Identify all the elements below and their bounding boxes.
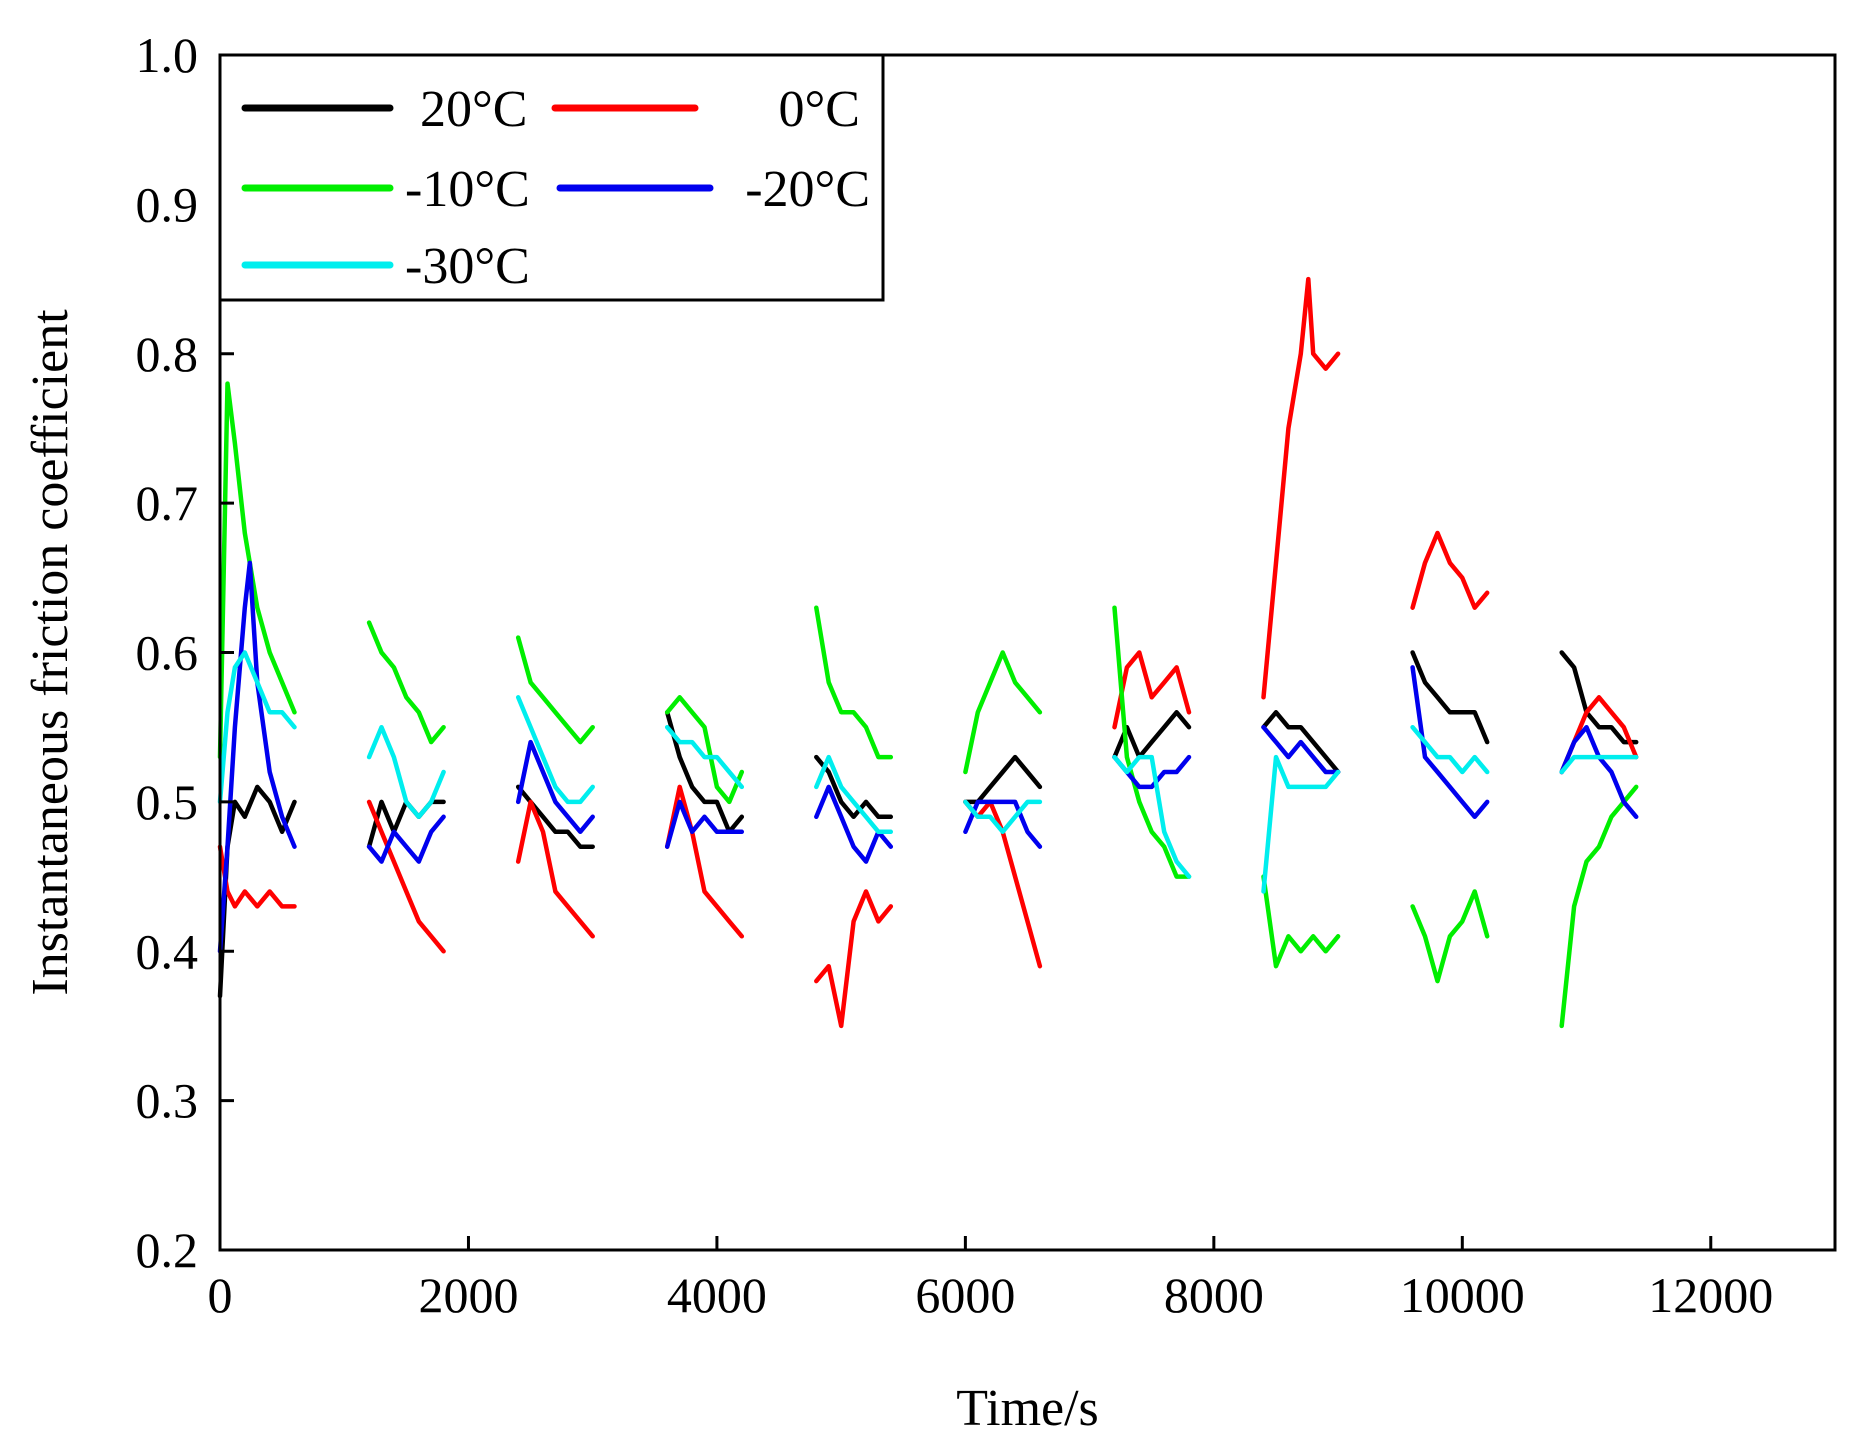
series-5-segment-2 — [366, 724, 446, 820]
ticks-layer: 0 2000 4000 6000 8000 10000 12000 0.2 0.3 0.4 0.5 0… — [136, 27, 1774, 1323]
series-1-segment-9 — [1410, 650, 1490, 745]
legend-label: -10°C — [405, 161, 530, 218]
series-2-segment-1 — [217, 844, 297, 909]
series-3-segment-6 — [963, 650, 1043, 775]
legend-item-3: -10°C — [241, 161, 530, 218]
legend-item-4: -20°C — [556, 161, 870, 218]
series-2-segment-8 — [1261, 276, 1341, 700]
series-3-segment-7 — [1112, 605, 1192, 879]
series-4-segment-4 — [664, 799, 745, 849]
series-1-segment-7 — [1112, 710, 1192, 760]
y-tick-label: 0.2 — [136, 1222, 199, 1278]
y-tick-label: 0.6 — [136, 625, 199, 681]
series-5-segment-3 — [515, 695, 595, 805]
x-tick-label: 10000 — [1400, 1267, 1525, 1323]
series-5 — [217, 650, 1639, 894]
y-tick-label: 0.5 — [136, 774, 199, 830]
x-tick-label: 6000 — [915, 1267, 1015, 1323]
legend-label: -20°C — [745, 161, 870, 218]
series-2-segment-6 — [963, 799, 1043, 969]
series-1-segment-8 — [1261, 710, 1341, 775]
legend-label: 0°C — [779, 81, 860, 138]
series-5-segment-4 — [664, 724, 745, 790]
series-3-segment-8 — [1261, 874, 1341, 969]
legend-label: -30°C — [405, 238, 530, 295]
y-axis-title: Instantaneous friction coefficient — [22, 309, 79, 996]
series-5-segment-9 — [1410, 724, 1490, 775]
x-tick-label: 8000 — [1164, 1267, 1264, 1323]
series-2 — [217, 276, 1639, 1029]
series-3-segment-5 — [814, 605, 894, 760]
series-2-segment-9 — [1410, 530, 1490, 610]
y-tick-label: 1.0 — [136, 27, 199, 83]
series-layer — [217, 276, 1639, 1029]
legend: 20°C 0°C -10°C -20°C -30°C — [218, 53, 885, 302]
series-2-segment-7 — [1112, 650, 1192, 730]
y-tick-label: 0.3 — [136, 1073, 199, 1129]
series-1-segment-6 — [963, 754, 1043, 805]
series-2-segment-4 — [664, 784, 745, 939]
series-4-segment-5 — [814, 784, 894, 864]
legend-item-1: 20°C — [241, 81, 527, 138]
series-1 — [217, 650, 1639, 999]
x-tick-label: 4000 — [667, 1267, 767, 1323]
series-4 — [217, 560, 1639, 954]
series-2-segment-3 — [515, 799, 595, 939]
series-4-segment-6 — [963, 799, 1043, 849]
series-3-segment-3 — [515, 635, 595, 745]
series-4-segment-1 — [217, 560, 297, 954]
y-tick-label: 0.4 — [136, 923, 199, 979]
x-tick-label: 2000 — [418, 1267, 518, 1323]
series-3-segment-4 — [664, 695, 745, 805]
series-5-segment-10 — [1559, 754, 1639, 775]
series-3-segment-9 — [1410, 889, 1490, 984]
series-3-segment-10 — [1559, 784, 1639, 1029]
series-4-segment-3 — [515, 739, 595, 835]
series-1-segment-5 — [814, 754, 894, 820]
series-2-segment-2 — [366, 799, 446, 954]
series-4-segment-8 — [1261, 724, 1341, 775]
legend-item-2: 0°C — [551, 81, 860, 138]
series-5-segment-8 — [1261, 754, 1341, 894]
y-tick-label: 0.7 — [136, 475, 199, 531]
series-5-segment-6 — [963, 799, 1043, 835]
series-1-segment-10 — [1559, 650, 1639, 745]
x-tick-label: 12000 — [1648, 1267, 1773, 1323]
series-5-segment-5 — [814, 754, 894, 835]
y-tick-label: 0.8 — [136, 326, 199, 382]
series-4-segment-2 — [366, 814, 446, 864]
x-tick-label: 0 — [208, 1267, 233, 1323]
series-2-segment-5 — [814, 889, 894, 1029]
legend-label: 20°C — [420, 81, 527, 138]
legend-item-5: -30°C — [241, 238, 530, 295]
y-tick-label: 0.9 — [136, 176, 199, 232]
series-4-segment-9 — [1410, 665, 1490, 820]
series-3-segment-2 — [366, 620, 446, 745]
legend-box — [218, 53, 885, 302]
x-axis-title: Time/s — [956, 1380, 1099, 1437]
series-5-segment-7 — [1112, 754, 1192, 879]
series-3 — [217, 381, 1639, 1029]
series-5-segment-1 — [217, 650, 297, 805]
